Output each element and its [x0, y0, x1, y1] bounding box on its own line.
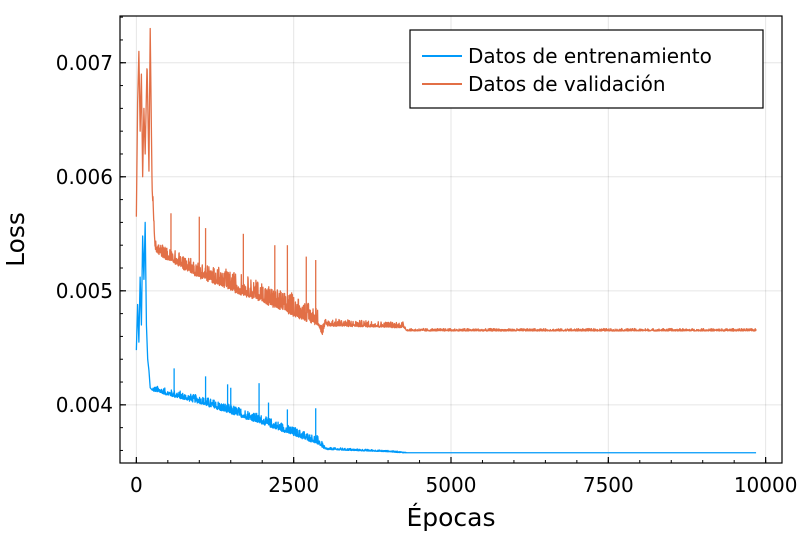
series-layer: [135, 27, 757, 454]
y-axis-label: Loss: [1, 212, 30, 267]
legend-box: [409, 29, 764, 109]
x-tick-label: 7500: [583, 473, 634, 497]
legend: Datos de entrenamiento Datos de validació…: [409, 29, 764, 109]
x-tick-label: 0: [130, 473, 143, 497]
series-line: [135, 27, 757, 336]
x-axis-label: Épocas: [406, 503, 495, 532]
legend-label: Datos de validación: [468, 72, 666, 96]
y-tick-label: 0.005: [56, 279, 113, 303]
x-tick-label: 10000: [734, 473, 798, 497]
y-tick-label: 0.004: [56, 393, 113, 417]
x-tick-label: 5000: [426, 473, 477, 497]
x-tick-label: 2500: [268, 473, 319, 497]
y-tick-label: 0.006: [56, 165, 113, 189]
series-line: [135, 221, 757, 454]
y-tick-label: 0.007: [56, 51, 113, 75]
legend-label: Datos de entrenamiento: [468, 44, 712, 68]
axis-ticks: 0 2500 5000 7500 10000 0.004 0.005 0.006 0.007: [56, 16, 798, 497]
